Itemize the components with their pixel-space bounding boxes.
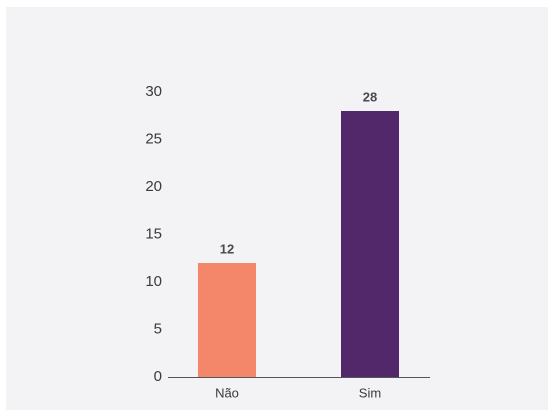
- x-axis: Não Sim: [215, 385, 381, 400]
- y-tick-label: 0: [154, 368, 162, 385]
- y-tick-label: 25: [145, 130, 162, 147]
- x-tick-label: Não: [215, 385, 239, 400]
- bars: [198, 111, 399, 377]
- data-labels: 12 28: [220, 89, 377, 256]
- y-tick-label: 20: [145, 178, 162, 195]
- bar-nao: [198, 263, 256, 377]
- data-label: 12: [220, 241, 234, 256]
- data-label: 28: [363, 89, 377, 104]
- chart-panel: [6, 7, 548, 410]
- y-tick-label: 10: [145, 273, 162, 290]
- x-tick-label: Sim: [359, 385, 381, 400]
- y-tick-label: 30: [145, 83, 162, 100]
- y-axis: 0 5 10 15 20 25 30: [145, 83, 162, 385]
- y-tick-label: 15: [145, 225, 162, 242]
- bar-sim: [341, 111, 399, 377]
- y-tick-label: 5: [154, 320, 162, 337]
